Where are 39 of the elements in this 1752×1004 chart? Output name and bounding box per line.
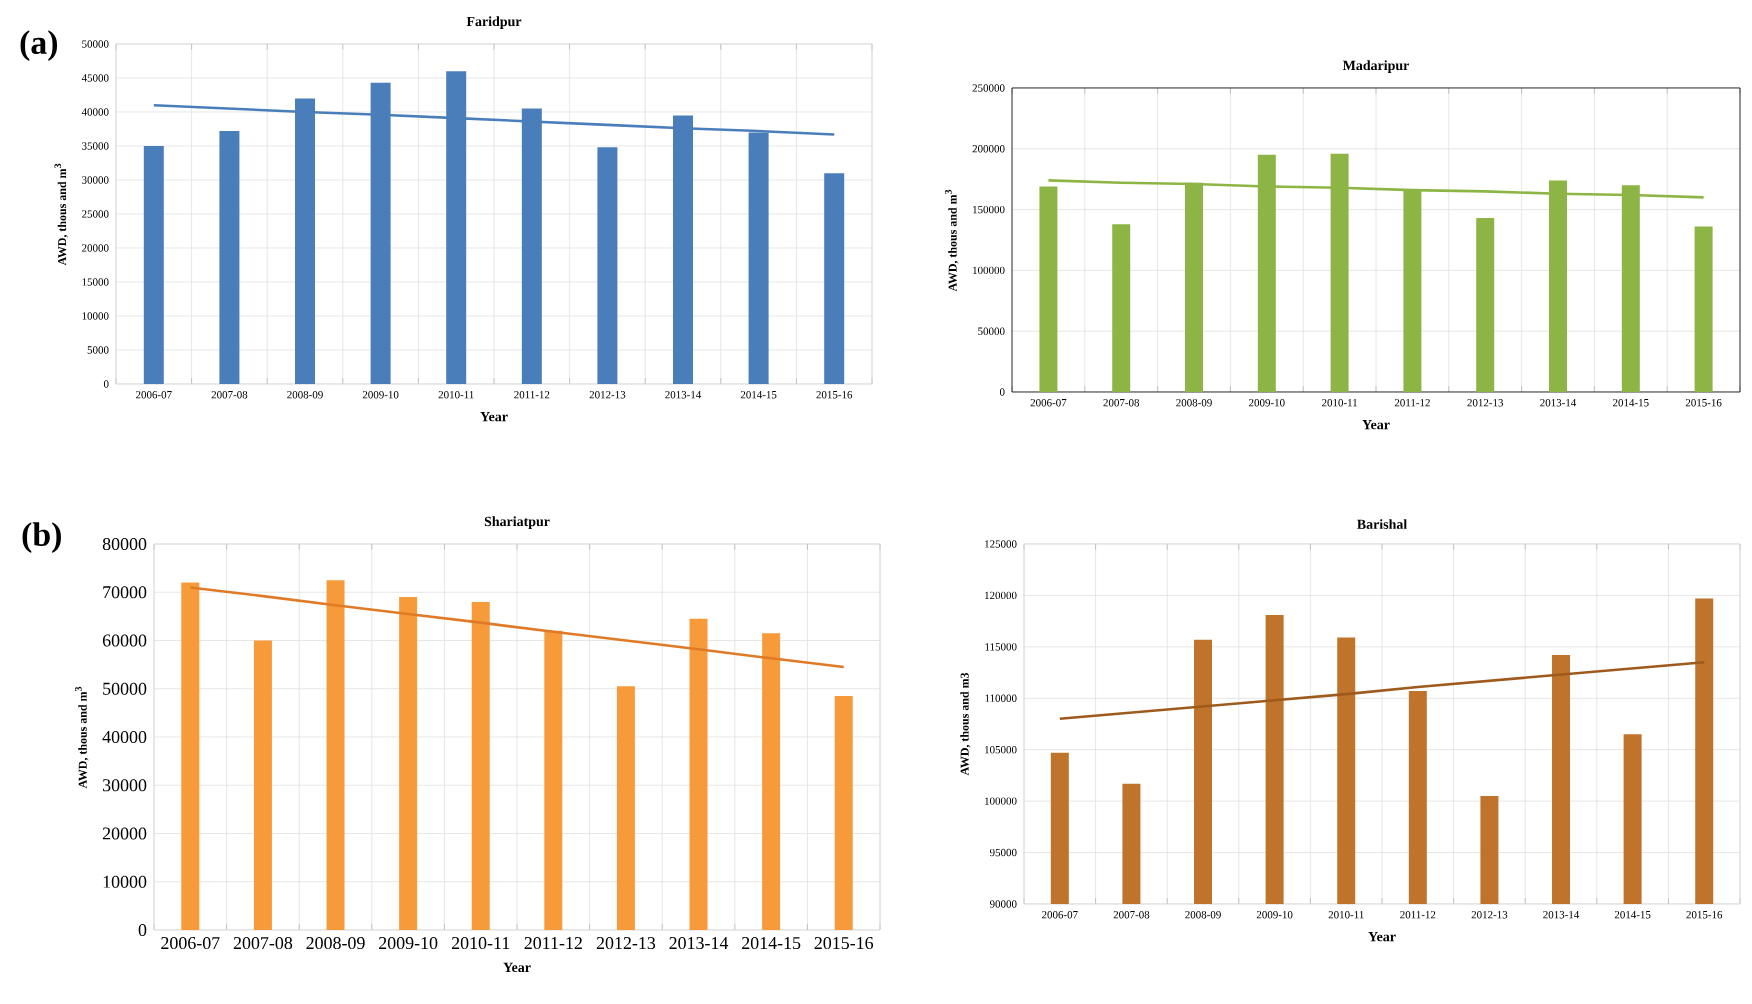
- bar: [597, 147, 618, 384]
- x-tick-label: 2006-07: [161, 937, 220, 950]
- bar: [326, 580, 345, 930]
- bar: [762, 633, 781, 930]
- y-tick-label: 10000: [103, 875, 147, 888]
- bar: [399, 597, 418, 930]
- text: (b): [22, 522, 61, 553]
- bar: [824, 173, 845, 384]
- x-tick-label: 2014-15: [742, 937, 801, 950]
- text: (a): [20, 30, 58, 61]
- bar: [181, 582, 200, 930]
- y-tick-label: 60000: [102, 634, 147, 647]
- bar: [1039, 186, 1058, 392]
- bar: [143, 145, 164, 384]
- x-tick-label: 2008-09: [306, 937, 365, 950]
- x-tick-label: 2015-16: [814, 937, 874, 950]
- bar: [544, 630, 563, 930]
- bar: [689, 618, 708, 930]
- bar: [616, 686, 635, 930]
- y-tick-label: 30000: [102, 779, 147, 792]
- x-tick-label: 2009-10: [379, 937, 438, 950]
- bar: [471, 601, 490, 930]
- x-tick-label: 2011-12: [524, 937, 582, 950]
- y-tick-label: 0: [138, 923, 147, 937]
- bar: [834, 695, 853, 930]
- bar: [1694, 226, 1713, 392]
- bar: [253, 640, 272, 930]
- bar: [1112, 224, 1131, 392]
- x-tick-label: 2013-14: [669, 937, 729, 950]
- bar: [219, 131, 240, 384]
- y-tick-label: 80000: [102, 537, 147, 551]
- x-tick-label: 2007-08: [233, 937, 293, 950]
- x-tick-label: 2012-13: [596, 937, 656, 950]
- y-tick-label: 20000: [102, 827, 147, 840]
- bar: [1476, 218, 1495, 392]
- y-tick-label: 70000: [103, 586, 147, 599]
- y-tick-label: 40000: [102, 730, 147, 744]
- x-tick-label: 2010-11: [451, 937, 510, 950]
- y-tick-label: 50000: [103, 682, 147, 695]
